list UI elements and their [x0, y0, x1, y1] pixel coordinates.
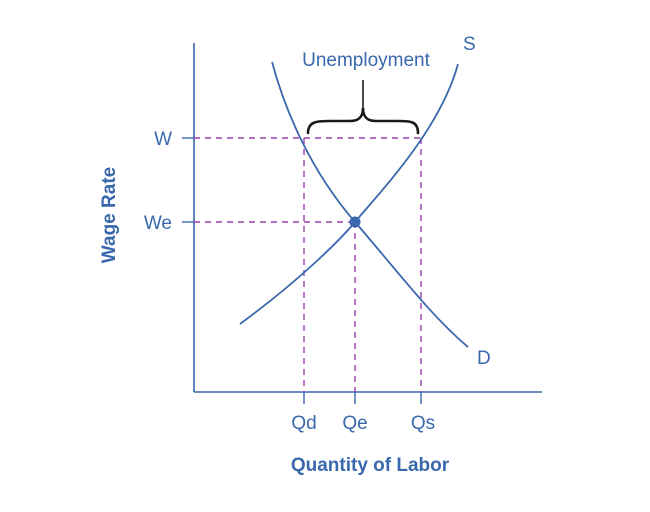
y-tick-label-we: We	[144, 213, 172, 234]
supply-curve	[239, 63, 459, 325]
y-axis-title: Wage Rate	[99, 167, 120, 263]
axes	[182, 43, 542, 404]
curves	[239, 61, 469, 348]
equilibrium-point	[349, 216, 361, 228]
curve-label-s: S	[463, 34, 476, 55]
x-tick-label-qd: Qd	[291, 413, 316, 434]
brace-curl	[306, 107, 420, 135]
curve-label-d: D	[477, 348, 491, 369]
x-tick-label-qs: Qs	[411, 413, 435, 434]
guide-lines	[194, 137, 422, 392]
x-axis-title: Quantity of Labor	[291, 455, 450, 476]
y-tick-label-w: W	[154, 129, 172, 150]
x-tick-label-qe: Qe	[342, 413, 367, 434]
annotation-unemployment: Unemployment	[302, 50, 430, 71]
unemployment-brace	[306, 80, 420, 135]
